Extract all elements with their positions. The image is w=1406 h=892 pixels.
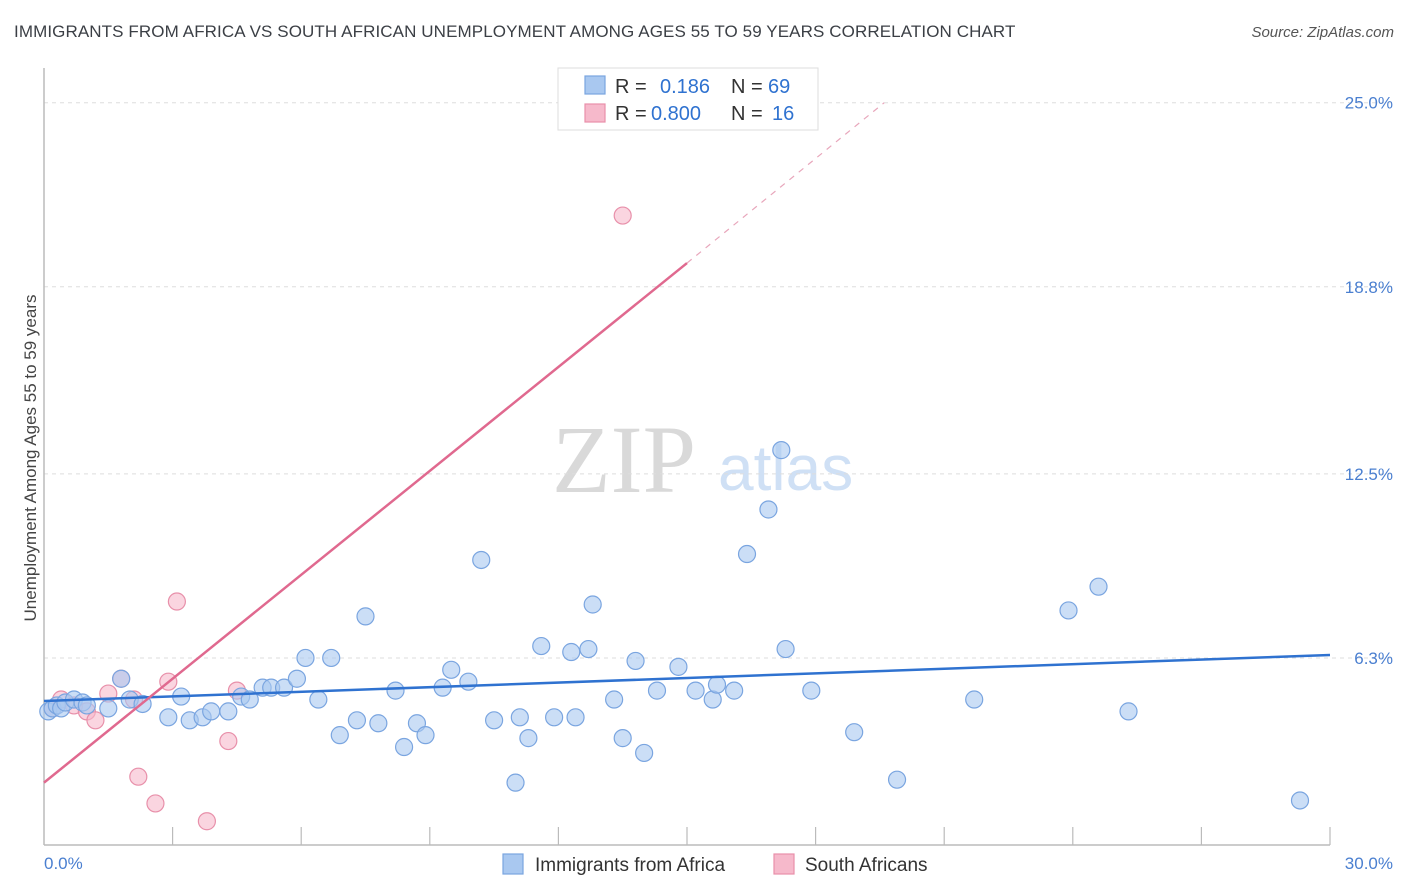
africa-trend-line	[43, 653, 1331, 703]
africa-point-37	[459, 672, 478, 691]
bottom-legend-africa-label: Immigrants from Africa	[535, 855, 725, 876]
gridlines	[44, 102, 1393, 659]
africa-point-24	[296, 648, 315, 668]
africa-point-62	[776, 639, 795, 659]
legend-africa-swatch	[584, 75, 606, 95]
bottom-legend: Immigrants from Africa South Africans	[502, 853, 928, 876]
legend-africa-n-label: N =	[731, 76, 763, 98]
legend-box: R = 0.186 N = 69 R = 0.800 N = 16	[557, 67, 819, 131]
africa-point-28	[347, 711, 367, 730]
y-tick-label-1: 12.5%	[1345, 465, 1393, 484]
africa-point-12	[159, 708, 178, 727]
x-tick-label-max: 30.0%	[1345, 854, 1393, 873]
africa-point-34	[416, 726, 435, 745]
y-tick-label-2: 18.8%	[1345, 278, 1393, 297]
x-axis-ticks	[172, 827, 1331, 845]
y-tick-labels: 6.3% 12.5% 18.8% 25.0%	[1345, 94, 1393, 668]
africa-point-59	[737, 544, 757, 564]
africa-point-69	[1119, 702, 1138, 721]
africa-point-23	[287, 669, 307, 688]
africa-point-40	[506, 773, 525, 792]
africa-point-7	[77, 696, 96, 715]
legend-africa-n-value: 69	[768, 76, 790, 98]
africa-point-41	[510, 708, 529, 727]
africa-point-38	[472, 550, 491, 570]
africa-point-43	[532, 636, 551, 656]
legend-sa-n-label: N =	[731, 103, 763, 125]
sa-point-13	[219, 731, 238, 751]
africa-point-47	[579, 639, 598, 659]
africa-point-49	[605, 690, 624, 709]
africa-point-32	[394, 737, 414, 757]
africa-point-42	[519, 729, 538, 748]
africa-point-8	[99, 699, 118, 718]
africa-point-36	[442, 660, 461, 679]
africa-point-9	[112, 669, 131, 688]
africa-points	[39, 441, 1310, 810]
legend-sa-n-value: 16	[772, 103, 794, 125]
sa-point-15	[613, 206, 632, 225]
africa-point-50	[613, 729, 632, 748]
legend-africa-r-value: 0.186	[660, 76, 710, 98]
africa-point-66	[965, 690, 984, 709]
africa-point-68	[1089, 577, 1108, 596]
africa-point-31	[386, 681, 405, 700]
africa-point-51	[626, 651, 645, 671]
africa-point-29	[356, 607, 375, 626]
legend-sa-swatch	[584, 103, 606, 123]
sa-point-8	[129, 767, 148, 786]
africa-point-25	[309, 690, 328, 709]
africa-point-27	[330, 726, 349, 745]
africa-point-16	[202, 702, 221, 721]
africa-point-53	[647, 681, 667, 700]
trend-lines	[43, 102, 1331, 784]
y-tick-label-3: 25.0%	[1345, 94, 1393, 113]
africa-point-48	[583, 595, 602, 614]
africa-point-54	[669, 657, 688, 676]
sa-trend-line	[43, 262, 688, 784]
legend-sa-r-label: R =	[615, 103, 647, 125]
y-axis-label: Unemployment Among Ages 55 to 59 years	[21, 295, 40, 622]
africa-point-52	[635, 743, 654, 763]
sa-point-4	[86, 711, 105, 730]
x-tick-label-min: 0.0%	[44, 854, 83, 873]
africa-point-63	[802, 681, 821, 700]
africa-point-17	[219, 702, 238, 721]
bottom-legend-sa-label: South Africans	[805, 855, 928, 876]
sa-point-12	[197, 812, 216, 831]
africa-point-46	[566, 708, 585, 727]
africa-point-30	[369, 714, 388, 733]
africa-point-44	[545, 708, 564, 727]
africa-point-61	[772, 441, 791, 460]
legend-sa-r-value: 0.800	[651, 103, 701, 125]
africa-point-39	[485, 711, 504, 730]
africa-point-57	[707, 675, 727, 694]
sa-point-9	[146, 794, 165, 813]
chart-title: IMMIGRANTS FROM AFRICA VS SOUTH AFRICAN …	[14, 22, 1016, 41]
legend-africa-r-label: R =	[615, 76, 647, 98]
bottom-legend-africa-swatch	[502, 853, 524, 875]
africa-point-70	[1290, 791, 1310, 810]
africa-point-65	[887, 770, 907, 789]
chart-source: Source: ZipAtlas.com	[1251, 24, 1394, 41]
y-tick-label-0: 6.3%	[1354, 649, 1393, 668]
watermark-zip: ZIP	[552, 406, 696, 513]
africa-point-60	[759, 500, 778, 519]
africa-point-64	[845, 723, 864, 742]
africa-point-67	[1059, 601, 1078, 620]
africa-point-58	[725, 681, 744, 700]
africa-point-55	[686, 681, 705, 700]
africa-point-26	[322, 648, 341, 668]
sa-point-11	[167, 592, 186, 611]
africa-point-45	[562, 642, 581, 662]
africa-point-19	[240, 690, 259, 709]
bottom-legend-sa-swatch	[773, 853, 795, 875]
